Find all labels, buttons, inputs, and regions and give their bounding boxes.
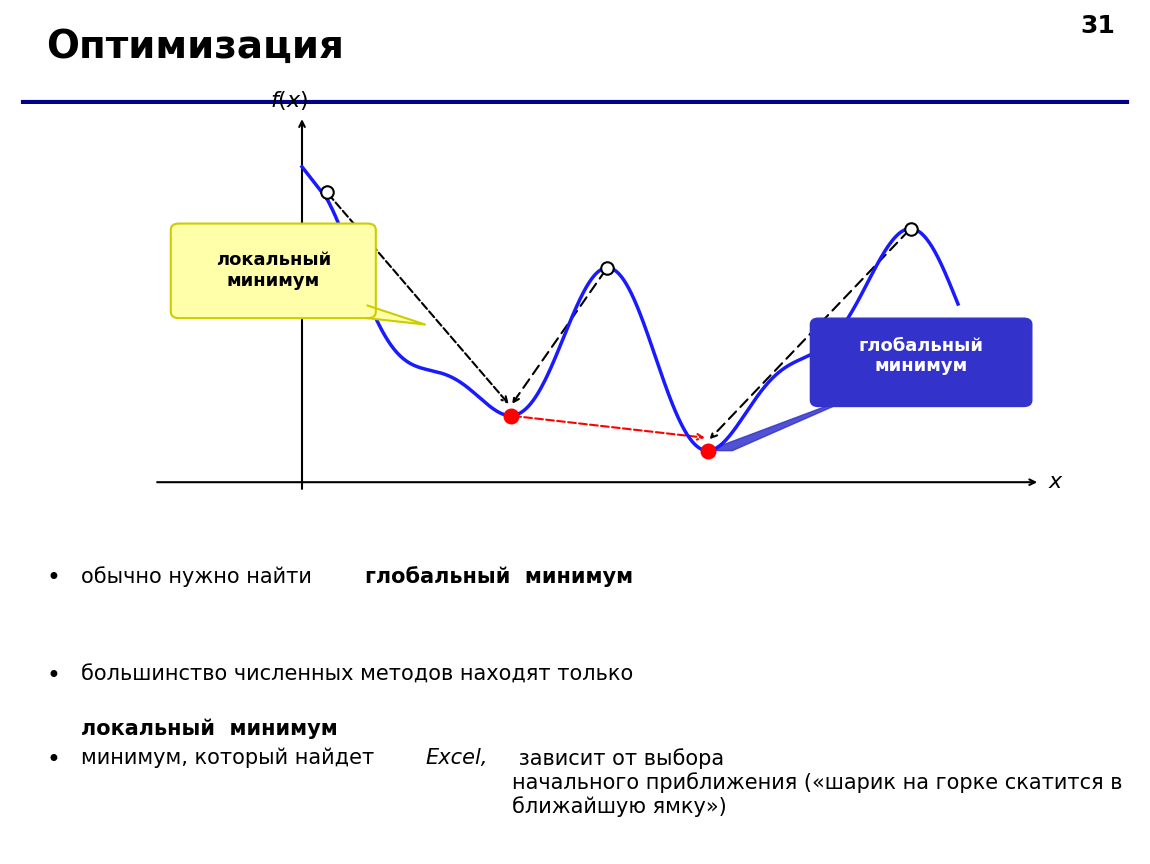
Text: обычно нужно найти: обычно нужно найти: [81, 567, 319, 588]
Text: локальный  минимум: локальный минимум: [81, 719, 337, 740]
Text: $f(x)$: $f(x)$: [270, 89, 309, 111]
Text: 31: 31: [1081, 14, 1116, 38]
Polygon shape: [707, 388, 876, 451]
Text: x: x: [1048, 473, 1061, 492]
Text: минимум, который найдет: минимум, который найдет: [81, 748, 381, 768]
Text: большинство численных методов находят только: большинство численных методов находят то…: [81, 664, 632, 708]
Text: зависит от выбора
начального приближения («шарик на горке скатится в
ближайшую я: зависит от выбора начального приближения…: [512, 748, 1122, 817]
Text: глобальный  минимум: глобальный минимум: [365, 567, 632, 588]
Text: глобальный
минимум: глобальный минимум: [859, 337, 983, 376]
Text: Оптимизация: Оптимизация: [46, 28, 344, 66]
Text: •: •: [46, 567, 60, 590]
FancyBboxPatch shape: [811, 318, 1032, 406]
Text: локальный
минимум: локальный минимум: [216, 251, 331, 290]
Polygon shape: [368, 306, 426, 325]
Text: Excel,: Excel,: [426, 748, 488, 768]
Text: •: •: [46, 748, 60, 772]
Text: •: •: [46, 664, 60, 689]
FancyBboxPatch shape: [171, 224, 376, 318]
